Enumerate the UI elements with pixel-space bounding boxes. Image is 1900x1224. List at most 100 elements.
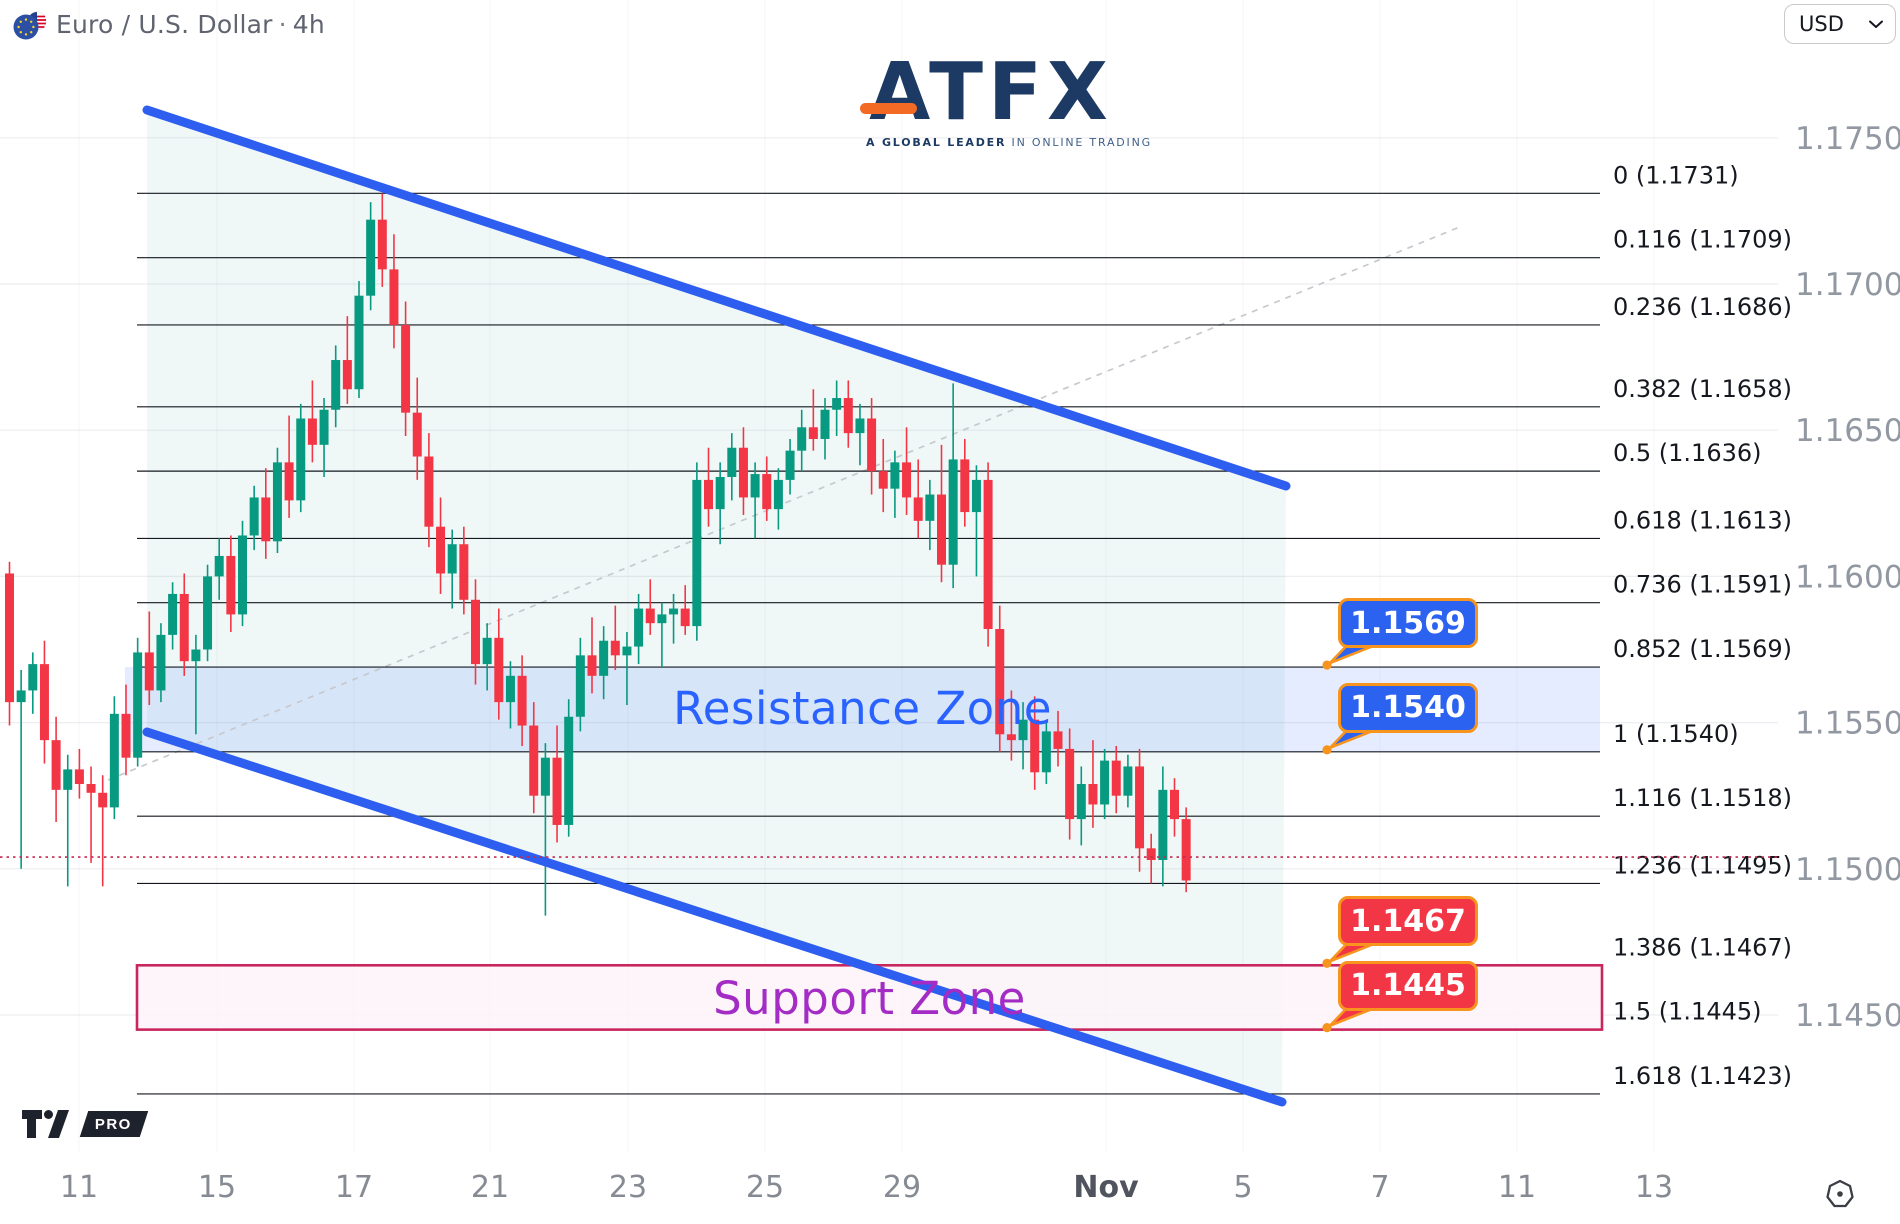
price-axis-label[interactable]: 1.1550 bbox=[1795, 706, 1900, 742]
candle-body bbox=[832, 398, 842, 410]
fib-level-label: 0 (1.1731) bbox=[1613, 161, 1739, 189]
candle-body bbox=[785, 450, 795, 480]
candle-body bbox=[296, 418, 306, 501]
candle-body bbox=[1053, 731, 1063, 749]
fib-level-label: 1 (1.1540) bbox=[1613, 720, 1739, 748]
symbol-title[interactable]: Euro / U.S. Dollar · 4h bbox=[56, 10, 325, 39]
candle-body bbox=[156, 634, 166, 691]
symbol-header[interactable]: Euro / U.S. Dollar · 4h bbox=[12, 6, 325, 42]
callout-anchor-dot bbox=[1322, 1023, 1332, 1033]
candle-body bbox=[307, 418, 317, 445]
candle-body bbox=[238, 535, 247, 615]
price-callout-1-1445[interactable]: 1.1445 bbox=[1338, 960, 1478, 1011]
candle-body bbox=[28, 664, 38, 691]
price-axis-label[interactable]: 1.1750 bbox=[1795, 121, 1900, 157]
candle-body bbox=[284, 462, 294, 501]
candle-body bbox=[1006, 734, 1016, 741]
candle-body bbox=[680, 608, 690, 627]
candle-body bbox=[203, 576, 213, 650]
fib-level-label: 1.618 (1.1423) bbox=[1613, 1062, 1792, 1090]
candle-body bbox=[482, 637, 492, 665]
price-callout-1-1540[interactable]: 1.1540 bbox=[1338, 682, 1478, 733]
candle-body bbox=[1065, 748, 1075, 820]
candle-body bbox=[168, 593, 178, 635]
tradingview-logo[interactable]: PRO bbox=[22, 1110, 149, 1138]
candle-body bbox=[669, 608, 679, 615]
candle-body bbox=[249, 497, 259, 536]
price-axis-label[interactable]: 1.1700 bbox=[1795, 267, 1900, 303]
candle-body bbox=[552, 757, 562, 825]
fib-level-label: 1.116 (1.1518) bbox=[1613, 784, 1792, 812]
dashed-trendline[interactable] bbox=[107, 225, 1463, 781]
fib-level-label: 0.236 (1.1686) bbox=[1613, 293, 1792, 321]
candle-body bbox=[447, 544, 457, 574]
time-axis-label[interactable]: 15 bbox=[198, 1170, 236, 1205]
callout-anchor-dot bbox=[1322, 958, 1332, 968]
pro-badge: PRO bbox=[79, 1111, 149, 1137]
candle-body bbox=[39, 664, 49, 741]
time-axis-label[interactable]: 21 bbox=[471, 1170, 509, 1205]
candle-body bbox=[738, 447, 748, 498]
settings-gear-icon[interactable] bbox=[1822, 1176, 1858, 1217]
candle-body bbox=[1123, 766, 1133, 796]
time-axis-label[interactable]: 17 bbox=[335, 1170, 373, 1205]
interval-label: 4h bbox=[292, 9, 325, 39]
candle-body bbox=[214, 555, 224, 577]
time-axis-label[interactable]: 13 bbox=[1635, 1170, 1673, 1205]
candle-body bbox=[1170, 789, 1179, 820]
time-axis-label[interactable]: 25 bbox=[746, 1170, 784, 1205]
candle-body bbox=[272, 462, 282, 542]
candle-body bbox=[5, 573, 14, 703]
candle-body bbox=[331, 360, 341, 410]
time-axis-label[interactable]: 29 bbox=[883, 1170, 921, 1205]
price-callout-1-1569[interactable]: 1.1569 bbox=[1338, 598, 1478, 649]
fib-level-label: 0.736 (1.1591) bbox=[1613, 571, 1792, 599]
candle-body bbox=[109, 713, 119, 808]
price-axis-label[interactable]: 1.1450 bbox=[1795, 998, 1900, 1034]
candle-body bbox=[1111, 760, 1121, 796]
candle-body bbox=[401, 324, 411, 413]
candle-body bbox=[1146, 848, 1156, 861]
time-axis-label[interactable]: Nov bbox=[1073, 1170, 1139, 1205]
candle-body bbox=[51, 740, 61, 790]
candle-body bbox=[1100, 760, 1110, 805]
price-callout-1-1467[interactable]: 1.1467 bbox=[1338, 896, 1478, 947]
candle-body bbox=[98, 792, 108, 808]
candle-body bbox=[63, 769, 73, 790]
candle-body bbox=[715, 476, 725, 510]
candle-body bbox=[948, 459, 958, 565]
candle-body bbox=[319, 409, 329, 445]
upper-trendline[interactable] bbox=[142, 105, 1291, 491]
candle-body bbox=[366, 219, 376, 296]
time-axis-label[interactable]: 23 bbox=[609, 1170, 647, 1205]
candle-body bbox=[704, 479, 713, 510]
time-axis-label[interactable]: 11 bbox=[60, 1170, 98, 1205]
candle-body bbox=[133, 652, 143, 758]
atfx-tagline: A GLOBAL LEADER IN ONLINE TRADING bbox=[866, 136, 1152, 149]
price-axis-label[interactable]: 1.1600 bbox=[1795, 559, 1900, 595]
candle-body bbox=[995, 629, 1005, 735]
candle-body bbox=[1158, 789, 1168, 861]
candle-body bbox=[797, 427, 807, 451]
candle-body bbox=[773, 479, 783, 510]
price-axis-label[interactable]: 1.1650 bbox=[1795, 413, 1900, 449]
candle-body bbox=[890, 462, 900, 489]
lower-trendline[interactable] bbox=[142, 727, 1287, 1107]
candle-body bbox=[342, 360, 352, 390]
title-separator: · bbox=[278, 9, 287, 39]
candle-body bbox=[564, 716, 574, 825]
candle-body bbox=[971, 479, 981, 513]
eu-flag-icon bbox=[13, 14, 39, 40]
candle-body bbox=[191, 649, 201, 662]
candle-body bbox=[226, 555, 236, 615]
currency-dropdown[interactable]: USD bbox=[1784, 4, 1896, 44]
time-axis-label[interactable]: 7 bbox=[1370, 1170, 1389, 1205]
price-axis-label[interactable]: 1.1500 bbox=[1795, 852, 1900, 888]
symbol-name: Euro / U.S. Dollar bbox=[56, 9, 273, 39]
candle-body bbox=[622, 646, 632, 656]
candle-body bbox=[389, 269, 399, 325]
time-axis-label[interactable]: 11 bbox=[1498, 1170, 1536, 1205]
time-axis-label[interactable]: 5 bbox=[1233, 1170, 1252, 1205]
